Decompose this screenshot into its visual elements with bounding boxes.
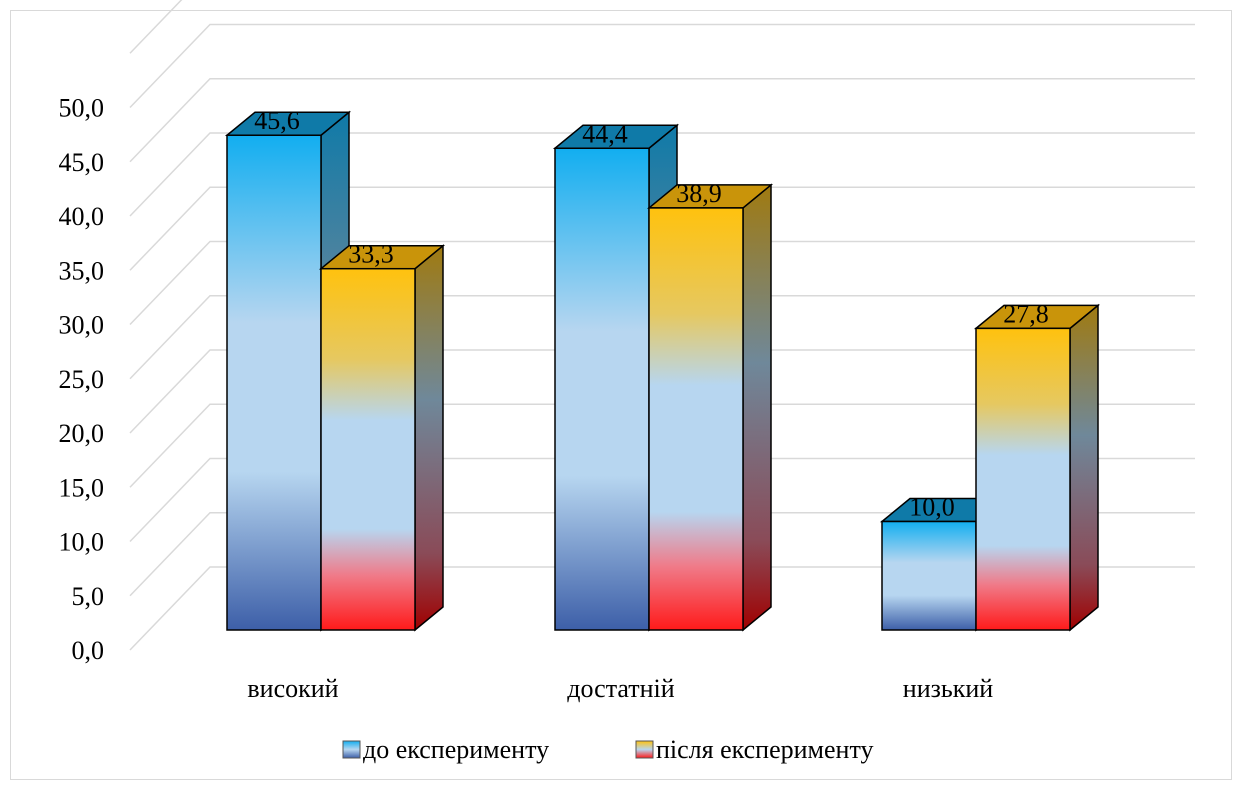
y-tick-label: 25,0	[59, 365, 105, 394]
y-tick-label: 40,0	[59, 202, 105, 231]
legend-label: після експерименту	[656, 735, 873, 764]
legend-swatch	[635, 740, 654, 759]
legend-item-before: до експерименту	[342, 735, 549, 764]
gridline	[129, 186, 1195, 271]
legend-swatch	[342, 740, 361, 759]
data-label: 10,0	[909, 493, 955, 522]
gridline	[129, 23, 1195, 109]
gridline	[129, 240, 1195, 326]
bar-after-0	[318, 244, 446, 632]
bar-after-1	[646, 183, 774, 632]
bars	[224, 110, 1101, 632]
x-category-label: низький	[903, 674, 994, 703]
legend-item-after: після експерименту	[635, 735, 873, 764]
x-axis-category-labels: високий достатній низький	[247, 674, 993, 703]
y-tick-label: 5,0	[72, 582, 105, 611]
gridlines	[129, 0, 1195, 651]
y-tick-label: 15,0	[59, 473, 105, 502]
y-tick-label: 50,0	[59, 94, 105, 123]
data-label: 44,4	[582, 119, 628, 148]
y-tick-label: 35,0	[59, 256, 105, 285]
gridline	[129, 566, 1195, 651]
data-label: 33,3	[348, 240, 394, 269]
legend: до експерименту після експерименту	[342, 735, 873, 764]
gridline	[129, 512, 1195, 597]
y-tick-label: 45,0	[59, 148, 105, 177]
gridline	[129, 403, 1195, 488]
bar-after-2	[973, 303, 1101, 632]
data-label: 45,6	[254, 106, 300, 135]
gridline	[129, 78, 1195, 163]
gridline	[129, 295, 1195, 380]
gridline	[129, 132, 1195, 217]
y-axis-tick-labels: 0,0 5,0 10,0 15,0 20,0 25,0 30,0 35,0 40,0 45,0 50…	[59, 94, 105, 666]
y-tick-label: 20,0	[59, 419, 105, 448]
data-label: 38,9	[676, 179, 722, 208]
y-tick-label: 10,0	[59, 528, 105, 557]
chart-frame	[10, 10, 1232, 780]
data-label: 27,8	[1003, 299, 1049, 328]
x-category-label: високий	[247, 674, 338, 703]
gridline	[129, 0, 183, 54]
data-labels: 45,6 33,3 44,4 38,9 10,0 27,8	[254, 106, 1049, 521]
gridline	[129, 349, 1195, 434]
legend-label: до експерименту	[363, 735, 549, 764]
y-tick-label: 30,0	[59, 311, 105, 340]
gridline	[129, 457, 1195, 543]
x-category-label: достатній	[567, 674, 674, 703]
y-tick-label: 0,0	[72, 636, 105, 665]
